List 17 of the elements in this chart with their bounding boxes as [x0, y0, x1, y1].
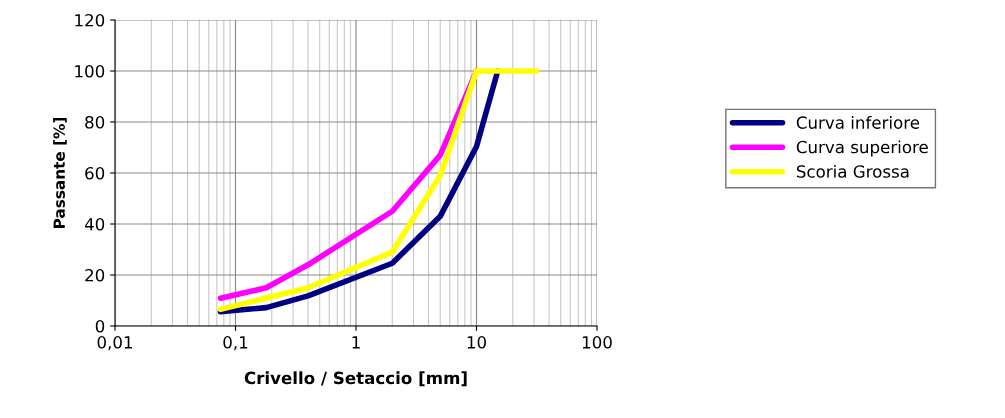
- x-axis-title: Crivello / Setaccio [mm]: [244, 371, 467, 387]
- x-tick-label: 100: [582, 336, 612, 349]
- y-tick-label: 20: [85, 268, 105, 282]
- x-tick-label: 1: [352, 336, 360, 349]
- y-tick-label: 120: [75, 13, 105, 27]
- y-tick-label: 40: [84, 217, 105, 231]
- y-tick-label: 60: [85, 166, 105, 180]
- legend-label: Curva superiore: [796, 140, 928, 157]
- legend-label: Curva inferiore: [796, 115, 920, 129]
- y-tick-label: 80: [85, 115, 105, 129]
- legend-label: Scoria Grossa: [796, 164, 909, 178]
- x-tick-label: 10: [467, 336, 486, 349]
- y-tick-label: 0: [95, 319, 105, 333]
- x-tick-label: 0,1: [223, 336, 248, 351]
- x-tick-label: 0,01: [97, 336, 133, 351]
- y-axis-title: Passante [%]: [53, 117, 67, 228]
- y-tick-label: 100: [75, 64, 105, 78]
